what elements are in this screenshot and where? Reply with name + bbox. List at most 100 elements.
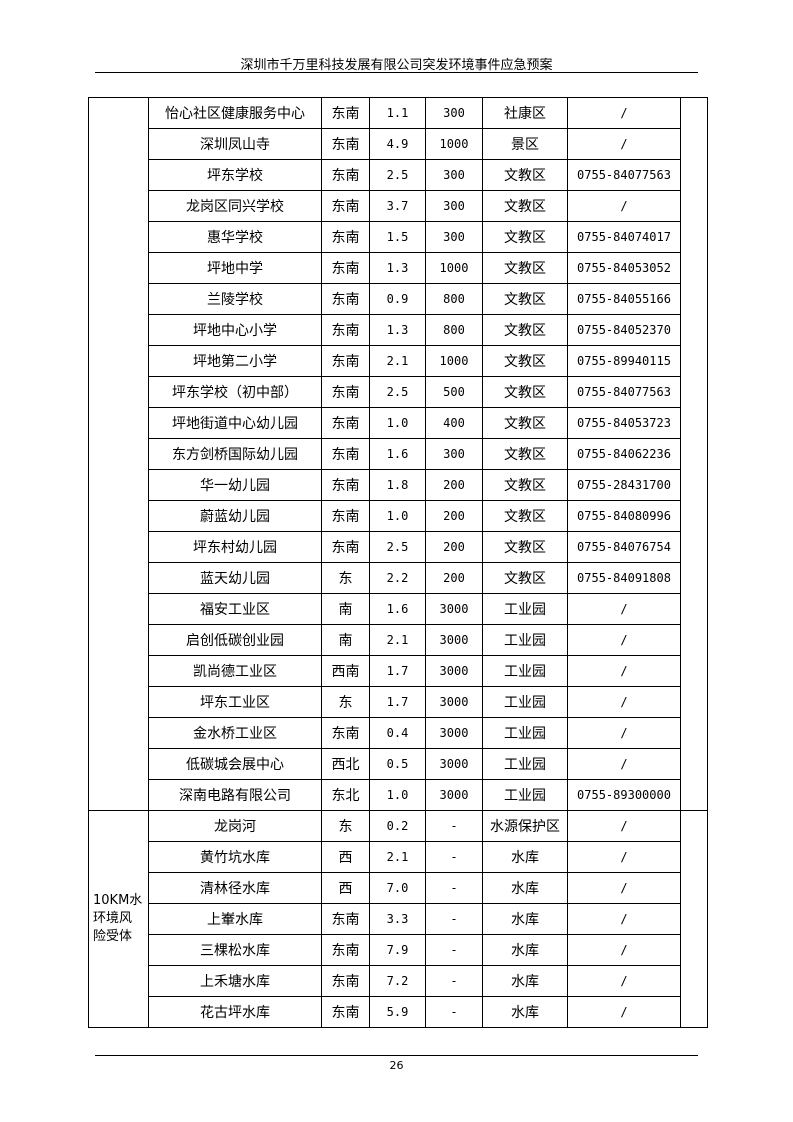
row: 坪东工业区东 1.7 3000 工业园 / — [89, 686, 708, 718]
population: 3000 — [425, 686, 483, 718]
direction: 西北 — [321, 748, 370, 780]
population: - — [425, 841, 483, 873]
blank-cell — [680, 810, 708, 1028]
name: 坪东学校（初中部） — [148, 376, 322, 408]
row: 华一幼儿园 东南 1.8 200 文教区 0755-28431700 — [89, 469, 708, 501]
phone: / — [567, 190, 681, 222]
population: - — [425, 965, 483, 997]
distance: 1.0 — [369, 407, 426, 439]
phone: 0755-84053052 — [567, 252, 681, 284]
phone: / — [567, 97, 681, 129]
row: 坪地中学 东南 1.3 1000 文教区 0755-84053052 — [89, 252, 708, 284]
direction: 东南 — [321, 314, 370, 346]
population: 400 — [425, 407, 483, 439]
name: 龙岗河 — [148, 810, 322, 842]
header-title: 深圳市千万里科技发展有限公司突发环境事件应急预案 — [240, 58, 553, 73]
row: 龙岗区同兴学校 东南 3.7 300 文教区 / — [89, 190, 708, 222]
distance: 1.3 — [369, 252, 426, 284]
phone: 0755-89940115 — [567, 345, 681, 377]
area-type: 文教区 — [482, 562, 568, 594]
name: 深南电路有限公司 — [148, 779, 322, 811]
group-label — [88, 97, 149, 811]
distance: 1.5 — [369, 221, 426, 253]
area-type: 景区 — [482, 128, 568, 160]
phone: 0755-84080996 — [567, 500, 681, 532]
direction: 东 — [321, 686, 370, 718]
row: 东方剑桥国际幼儿园 东南 1.6 300 文教区 0755-84062236 — [89, 438, 708, 470]
page-number: 26 — [389, 1059, 404, 1072]
phone: 0755-84091808 — [567, 562, 681, 594]
row: 凯尚德工业区 西南 1.7 3000 工业园 / — [89, 655, 708, 687]
row: 启创低碳创业园南 2.1 3000 工业园 / — [89, 624, 708, 656]
population: - — [425, 934, 483, 966]
name: 龙岗区同兴学校 — [148, 190, 322, 222]
phone: / — [567, 872, 681, 904]
distance: 2.5 — [369, 159, 426, 191]
phone: 0755-28431700 — [567, 469, 681, 501]
population: 300 — [425, 97, 483, 129]
phone: / — [567, 686, 681, 718]
direction: 东南 — [321, 500, 370, 532]
area-type: 水库 — [482, 996, 568, 1028]
direction: 东北 — [321, 779, 370, 811]
phone: / — [567, 841, 681, 873]
row: 怡心社区健康服务中心 东南 1.1 300 社康区 / — [88, 97, 708, 811]
row: 坪地街道中心幼儿园 东南 1.0 400 文教区 0755-84053723 — [89, 407, 708, 439]
row: 清林径水库西 7.0- 水库 / — [89, 872, 708, 904]
distance: 4.9 — [369, 128, 426, 160]
direction: 西 — [321, 841, 370, 873]
name: 启创低碳创业园 — [148, 624, 322, 656]
area-type: 工业园 — [482, 779, 568, 811]
distance: 2.2 — [369, 562, 426, 594]
phone: 0755-89300000 — [567, 779, 681, 811]
area-type: 水库 — [482, 841, 568, 873]
direction: 东南 — [321, 376, 370, 408]
row: 兰陵学校 东南 0.9 800 文教区 0755-84055166 — [89, 283, 708, 315]
distance: 2.1 — [369, 841, 426, 873]
population: 3000 — [425, 717, 483, 749]
group-label: 10KM水环境风险受体 — [88, 810, 149, 1028]
distance: 7.9 — [369, 934, 426, 966]
direction: 东南 — [321, 934, 370, 966]
area-type: 工业园 — [482, 624, 568, 656]
direction: 东 — [321, 810, 370, 842]
population: 200 — [425, 500, 483, 532]
distance: 2.5 — [369, 531, 426, 563]
area-type: 社康区 — [482, 97, 568, 129]
row: 惠华学校 东南 1.5 300 文教区 0755-84074017 — [89, 221, 708, 253]
phone: 0755-84077563 — [567, 376, 681, 408]
phone: / — [567, 593, 681, 625]
name: 黄竹坑水库 — [148, 841, 322, 873]
row: 蓝天幼儿园东 2.2 200 文教区 0755-84091808 — [89, 562, 708, 594]
distance: 1.8 — [369, 469, 426, 501]
phone: / — [567, 965, 681, 997]
phone: 0755-84074017 — [567, 221, 681, 253]
population: - — [425, 810, 483, 842]
direction: 西 — [321, 872, 370, 904]
population: 1000 — [425, 345, 483, 377]
direction: 东南 — [321, 159, 370, 191]
distance: 0.5 — [369, 748, 426, 780]
name: 三棵松水库 — [148, 934, 322, 966]
direction: 东南 — [321, 221, 370, 253]
population: 300 — [425, 438, 483, 470]
distance: 1.6 — [369, 438, 426, 470]
direction: 东 — [321, 562, 370, 594]
name: 凯尚德工业区 — [148, 655, 322, 687]
population: 300 — [425, 221, 483, 253]
distance: 0.2 — [369, 810, 426, 842]
distance: 1.6 — [369, 593, 426, 625]
direction: 南 — [321, 593, 370, 625]
row: 上輋水库 东南 3.3- 水库 / — [89, 903, 708, 935]
population: 3000 — [425, 779, 483, 811]
area-type: 文教区 — [482, 314, 568, 346]
direction: 西南 — [321, 655, 370, 687]
row: 上禾塘水库 东南 7.2- 水库 / — [89, 965, 708, 997]
row: 坪地第二小学 东南 2.1 1000 文教区 0755-89940115 — [89, 345, 708, 377]
name: 惠华学校 — [148, 221, 322, 253]
name: 福安工业区 — [148, 593, 322, 625]
name: 怡心社区健康服务中心 — [148, 97, 322, 129]
area-type: 工业园 — [482, 655, 568, 687]
row: 花古坪水库 东南 5.9- 水库 / — [89, 996, 708, 1028]
